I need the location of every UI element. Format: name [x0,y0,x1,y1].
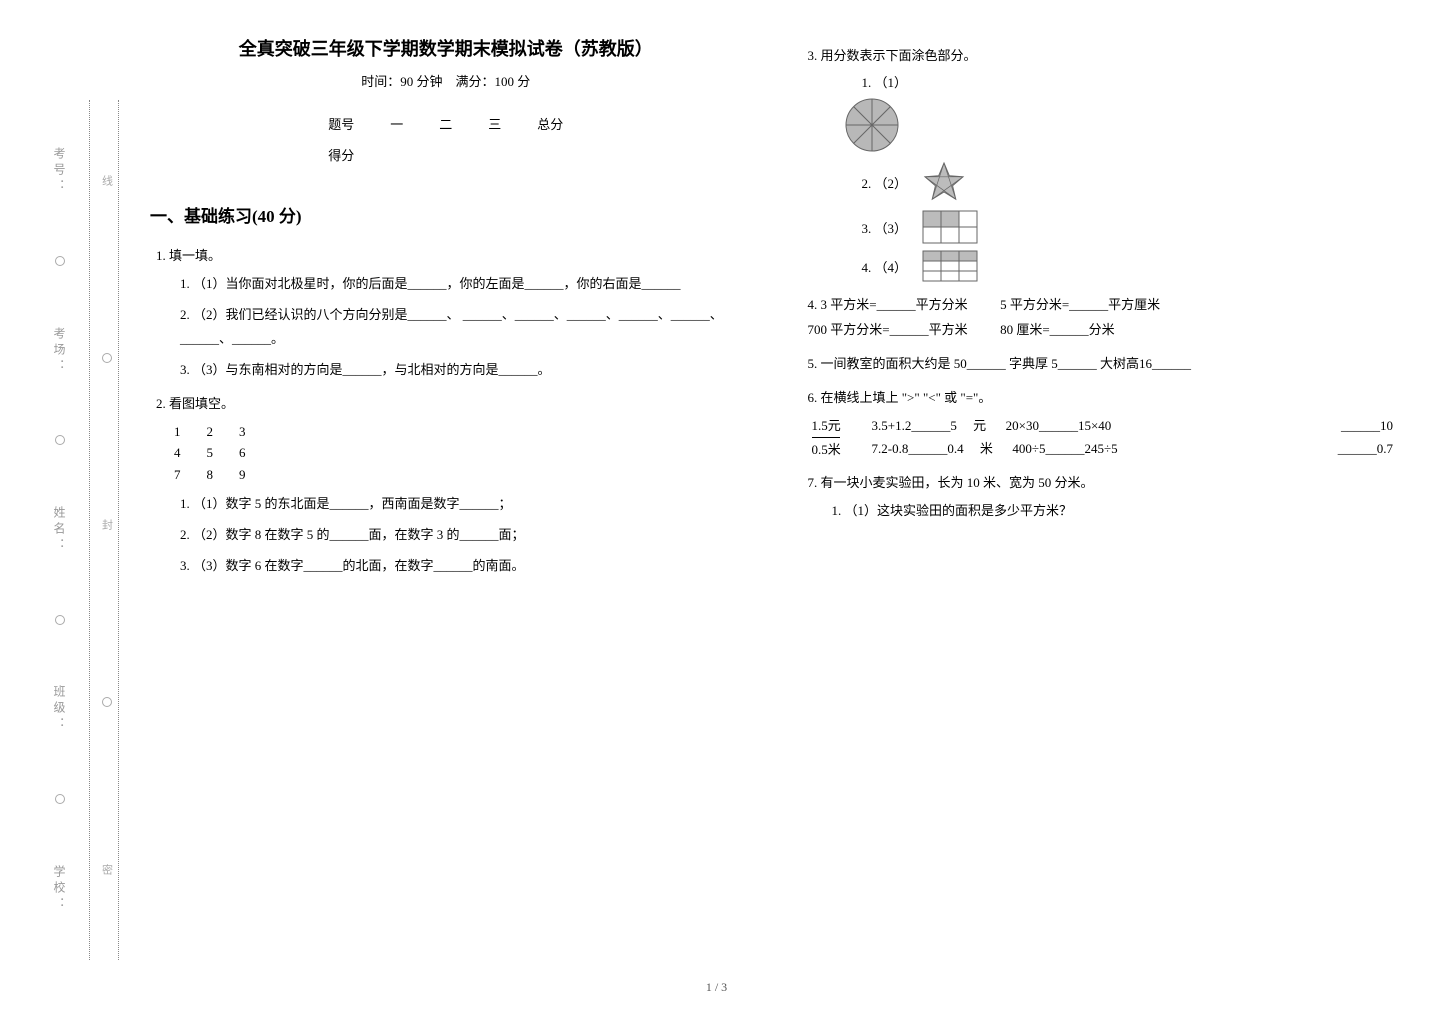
q4-b: 5 平方分米=______平方厘米 [1000,297,1160,312]
q5: 5. 一间教室的面积大约是 50______ 字典厚 5______ 大树高16… [808,352,1394,377]
exam-title: 全真突破三年级下学期数学期末模拟试卷（苏教版） [150,35,742,61]
vlabel-class: 班级： [51,685,68,733]
section-1-heading: 一、基础练习(40 分) [150,202,742,227]
q3-row-4: 4. （4） [862,249,1394,283]
q3-row-2: 2. （2） [862,159,1394,205]
grid-cell: 8 [195,465,226,485]
fullmark-label: 满分：100 分 [456,74,531,89]
q6-left: 1.5元 0.5米 [812,414,872,462]
q4-a: 4. 3 平方米=______平方分米 [808,297,968,312]
grid-cell: 7 [162,465,193,485]
score-head: 总分 [519,108,581,139]
q7-head: 7. 有一块小麦实验田，长为 10 米、宽为 50 分米。 [808,472,1394,491]
q3-row-1: 1. （1） [862,72,1394,91]
q1-item: 3. （3）与东南相对的方向是______，与北相对的方向是______。 [180,358,742,383]
exam-subtitle: 时间：90 分钟 满分：100 分 [150,71,742,90]
grid-cell: 2 [195,422,226,442]
q7-sub: 1. （1）这块实验田的面积是多少平方米？ [832,499,1394,524]
score-cell [421,139,470,170]
margin-circle [55,435,65,445]
q6-mid-6: 400÷5______245÷5 [1012,441,1117,456]
score-table: 题号 一 二 三 总分 得分 [310,108,581,170]
q1-item: 2. （2）我们已经认识的八个方向分别是______、 ______、_____… [180,303,742,352]
q6-unit: 元 [973,418,986,433]
q6-left-bot: 0.5米 [812,438,872,461]
q3-label: 1. （1） [862,72,908,91]
score-cell [470,139,519,170]
grid-cell: 4 [162,443,193,463]
score-head: 题号 [310,108,372,139]
star-shape [921,159,967,205]
q6-head: 6. 在横线上填上 ">" "<" 或 "="。 [808,387,1394,406]
q2-number-grid: 1 2 3 4 5 6 7 8 9 [160,420,260,487]
q2-item: 3. （3）数字 6 在数字______的北面，在数字______的南面。 [180,554,742,579]
score-head: 三 [470,108,519,139]
left-column: 全真突破三年级下学期数学期末模拟试卷（苏教版） 时间：90 分钟 满分：100 … [150,35,742,584]
margin-circle [55,615,65,625]
q1-heading: 1. 填一填。 [156,245,742,264]
grid-shape-2 [921,249,981,283]
q6-mid: 3.5+1.2______5 元 20×30______15×40 7.2-0.… [872,414,1314,462]
q1-item: 1. （1）当你面对北极星时，你的后面是______，你的左面是______，你… [180,272,742,297]
score-row-head: 得分 [310,139,372,170]
seal-word: 线 [99,175,115,196]
q3-row-3: 3. （3） [862,209,1394,245]
q6-right-top: ______10 [1313,414,1393,437]
q3-heading: 3. 用分数表示下面涂色部分。 [808,45,1394,64]
score-cell [519,139,581,170]
seal-word: 密 [99,864,115,885]
q2-heading: 2. 看图填空。 [156,393,742,412]
q4-d: 80 厘米=______分米 [1000,322,1115,337]
vlabel-name: 姓名： [51,506,68,554]
q6-mid-1: 3.5+1.2______5 [872,418,957,433]
vlabel-school: 学校： [51,865,68,913]
q6-unit: 米 [980,441,993,456]
seal-circle [102,353,112,363]
vlabel-examno: 考号： [51,147,68,195]
grid-cell: 5 [195,443,226,463]
q6-mid-2: 7.2-0.8______0.4 [872,441,964,456]
time-label: 时间：90 分钟 [361,74,442,89]
grid-cell: 9 [227,465,258,485]
grid-shape-1 [921,209,981,245]
grid-cell: 6 [227,443,258,463]
q6-layout: 1.5元 0.5米 3.5+1.2______5 元 20×30______15… [812,414,1394,462]
shape-circle-wrapper [842,95,1394,155]
margin-circle [55,794,65,804]
q3-label: 4. （4） [862,257,908,276]
grid-cell: 1 [162,422,193,442]
page-number: 1 / 3 [0,980,1433,995]
seal-circle [102,697,112,707]
grid-cell: 3 [227,422,258,442]
seal-word: 封 [99,519,115,540]
q6-mid-5: 20×30______15×40 [1006,418,1112,433]
q2-item: 2. （2）数字 8 在数字 5 的______面，在数字 3 的______面… [180,523,742,548]
score-head: 二 [421,108,470,139]
right-column: 3. 用分数表示下面涂色部分。 1. （1） 2. （2） 3. （3） 4. … [802,35,1394,584]
q3-label: 2. （2） [862,173,908,192]
page-content: 全真突破三年级下学期数学期末模拟试卷（苏教版） 时间：90 分钟 满分：100 … [150,35,1393,584]
q6-right-bot: ______0.7 [1313,437,1393,460]
binding-margin: 考号： 考场： 姓名： 班级： 学校： [30,100,90,960]
score-head: 一 [372,108,421,139]
q3-label: 3. （3） [862,218,908,237]
q6-right: ______10 ______0.7 [1313,414,1393,462]
q2-item: 1. （1）数字 5 的东北面是______，西南面是数字______； [180,492,742,517]
margin-circle [55,256,65,266]
q6-left-top: 1.5元 [812,414,872,437]
q4-c: 700 平方分米=______平方米 [808,322,968,337]
seal-line: 线 封 密 [95,100,119,960]
score-cell [372,139,421,170]
pie-shape [842,95,902,155]
vlabel-room: 考场： [51,327,68,375]
q4: 4. 3 平方米=______平方分米 5 平方分米=______平方厘米 70… [808,293,1394,342]
